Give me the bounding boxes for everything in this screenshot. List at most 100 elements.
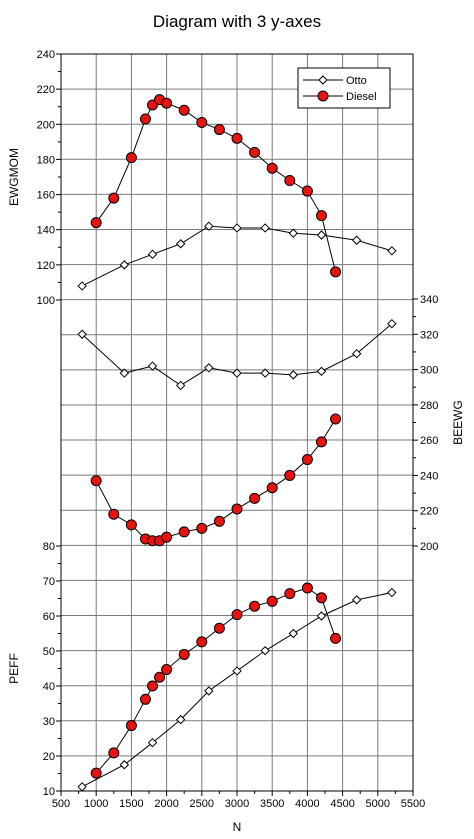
otto-point — [77, 782, 87, 792]
y-tick-label: 20 — [43, 751, 55, 763]
diesel-point — [213, 124, 225, 136]
diesel-point — [196, 117, 208, 129]
otto-point — [351, 595, 362, 605]
diesel-point — [161, 531, 173, 543]
y-tick-label: 140 — [37, 225, 55, 237]
diesel-point — [284, 588, 296, 600]
diesel-point — [125, 519, 137, 531]
otto-point — [232, 223, 242, 233]
x-tick-label: 1000 — [84, 798, 108, 810]
y-tick-label: 30 — [43, 716, 55, 728]
y-axis-label: BEEWG — [451, 400, 465, 445]
otto-point — [77, 329, 87, 339]
y-tick-label: 220 — [420, 506, 438, 518]
diesel-point — [125, 720, 137, 732]
otto-point — [147, 361, 158, 371]
diesel-point — [178, 104, 190, 116]
diesel-point — [125, 152, 137, 164]
diesel-point — [139, 113, 151, 125]
diesel-point — [90, 217, 102, 229]
diesel-point — [231, 609, 243, 621]
otto-point — [387, 246, 397, 256]
legend: Otto Diesel — [297, 67, 391, 109]
diesel-point — [231, 503, 243, 515]
legend-diesel-marker — [317, 90, 329, 102]
y-tick-label: 200 — [37, 119, 55, 131]
diesel-point — [108, 508, 120, 520]
y-tick-label: 260 — [420, 435, 438, 447]
diesel-point — [231, 132, 243, 144]
diesel-point — [266, 162, 278, 174]
diesel-point — [315, 436, 327, 448]
diesel-point — [196, 636, 208, 648]
otto-point — [232, 368, 242, 378]
y-tick-label: 50 — [43, 646, 55, 658]
legend-box — [297, 67, 391, 109]
y-tick-label: 340 — [420, 294, 438, 306]
y-axis-label: PEFF — [7, 653, 21, 684]
y-tick-label: 240 — [420, 470, 438, 482]
x-tick-label: 3000 — [225, 798, 249, 810]
diesel-point — [249, 492, 261, 504]
diesel-point — [147, 680, 159, 692]
diesel-point — [284, 175, 296, 187]
x-tick-label: 4500 — [330, 798, 354, 810]
diesel-point — [154, 671, 166, 683]
x-axis-label: N — [233, 820, 242, 834]
y-tick-label: 120 — [37, 260, 55, 272]
otto-point — [260, 223, 270, 233]
y-axis-label: EWGMOM — [7, 148, 21, 206]
otto-point — [288, 228, 299, 238]
y-tick-label: 280 — [420, 400, 438, 412]
y-tick-label: 220 — [37, 84, 55, 96]
y-tick-label: 180 — [37, 154, 55, 166]
x-tick-label: 4000 — [295, 798, 319, 810]
diesel-point — [161, 97, 173, 109]
otto-point — [119, 368, 130, 378]
y-tick-label: 10 — [43, 786, 55, 798]
diesel-point — [161, 664, 173, 676]
diesel-point — [301, 454, 313, 466]
otto-point — [351, 348, 362, 359]
diesel-point — [178, 526, 190, 538]
y-tick-label: 40 — [43, 681, 55, 693]
diesel-point — [330, 266, 342, 278]
otto-point — [204, 686, 214, 696]
chart-title: Diagram with 3 y-axes — [153, 12, 321, 31]
diesel-point — [90, 767, 102, 779]
otto-point — [387, 587, 397, 598]
y-tick-label: 240 — [37, 49, 55, 61]
diesel-point — [249, 146, 261, 158]
otto-point — [147, 249, 158, 260]
axes: 500 1000 1500 2000 2500 3000 3500 4000 4500 5000 5… — [7, 49, 465, 810]
y-tick-label: 60 — [43, 611, 55, 623]
grid — [61, 54, 413, 791]
otto-point — [77, 281, 87, 291]
y-tick-label: 300 — [420, 365, 438, 377]
otto-point — [387, 318, 397, 329]
otto-point — [119, 760, 130, 770]
otto-point — [288, 628, 299, 639]
diesel-point — [178, 649, 190, 660]
series — [77, 94, 397, 792]
otto-point — [260, 645, 270, 656]
diesel-point — [301, 582, 313, 594]
legend-otto-marker — [318, 75, 328, 85]
x-tick-label: 5500 — [401, 798, 425, 810]
diesel-point — [108, 192, 120, 204]
diesel-point — [249, 600, 261, 612]
legend-diesel-label: Diesel — [346, 91, 377, 103]
otto-point — [316, 366, 327, 377]
otto-point — [351, 235, 362, 245]
y-tick-label: 70 — [43, 576, 55, 588]
otto-point — [232, 666, 242, 676]
diesel-point — [266, 482, 278, 494]
y-tick-label: 320 — [420, 329, 438, 341]
diesel-point — [284, 469, 296, 481]
diesel-point — [139, 693, 151, 705]
diesel-point — [301, 185, 313, 197]
diesel-point — [330, 632, 342, 644]
diesel-point — [108, 747, 120, 759]
diesel-point — [196, 522, 208, 534]
